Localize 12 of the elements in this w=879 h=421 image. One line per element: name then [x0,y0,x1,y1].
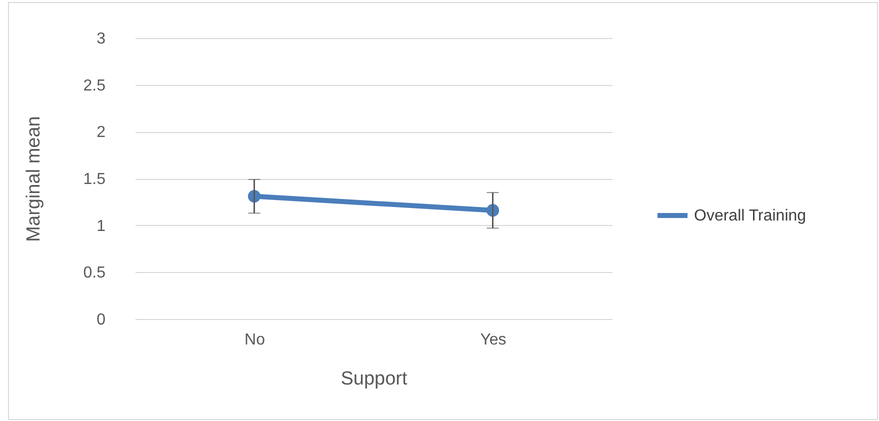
y-tick-label: 3 [96,30,106,48]
y-tick-label: 1.5 [83,171,106,188]
x-axis-title: Support [340,368,408,390]
y-tick-label: 0.5 [83,264,106,282]
y-tick-label: 2.5 [83,77,106,94]
x-tick-label: No [244,332,266,348]
y-tick-label: 1 [96,218,106,235]
legend-label: Overall Training [694,208,806,224]
y-tick-label: 0 [96,312,106,328]
y-axis-title: Marginal mean [23,116,44,242]
y-tick-label: 2 [96,124,106,142]
x-tick-label: Yes [480,332,506,348]
